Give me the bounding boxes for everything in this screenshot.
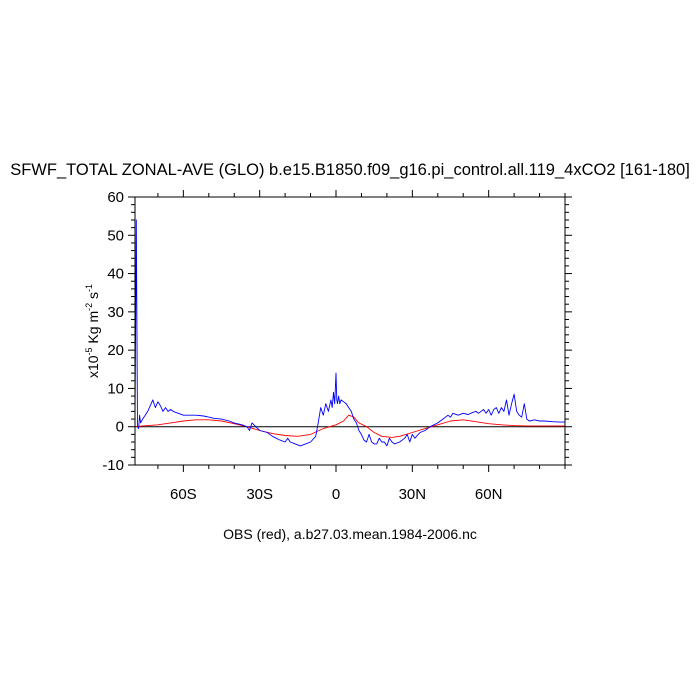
y-axis-label: x10-5 Kg m-2 s-1 — [84, 284, 101, 378]
series-line-model — [135, 219, 565, 447]
y-tick-label: 50 — [107, 227, 124, 244]
y-tick-label: 20 — [107, 342, 124, 359]
y-label-prefix: x10 — [85, 355, 101, 378]
chart-title: SFWF_TOTAL ZONAL-AVE (GLO) b.e15.B1850.f… — [10, 161, 690, 179]
series-line-obs — [135, 414, 565, 438]
y-label-exp2: -2 — [84, 303, 94, 311]
y-label-mid2: s — [85, 292, 101, 303]
x-tick-label: 30S — [246, 486, 273, 503]
y-tick-label: 10 — [107, 380, 124, 397]
y-label-exp1: -5 — [84, 347, 94, 355]
plot-frame — [134, 196, 566, 466]
x-tick-labels: 60S 30S 0 30N 60N — [170, 486, 502, 503]
axis-ticks — [128, 190, 572, 472]
y-tick-label: 60 — [107, 189, 124, 206]
y-tick-labels: -10 0 10 20 30 40 50 60 — [102, 189, 124, 474]
series-layer — [135, 219, 565, 447]
x-tick-label: 60S — [170, 486, 197, 503]
y-tick-label: 30 — [107, 304, 124, 321]
x-tick-label: 30N — [399, 486, 427, 503]
y-tick-label: 0 — [116, 419, 124, 436]
x-tick-label: 60N — [475, 486, 503, 503]
x-axis-label: OBS (red), a.b27.03.mean.1984-2006.nc — [223, 526, 477, 542]
y-label-mid: Kg m — [85, 311, 101, 348]
x-tick-label: 0 — [332, 486, 340, 503]
y-label-exp3: -1 — [84, 284, 94, 292]
y-tick-label: -10 — [102, 457, 124, 474]
y-tick-label: 40 — [107, 266, 124, 283]
